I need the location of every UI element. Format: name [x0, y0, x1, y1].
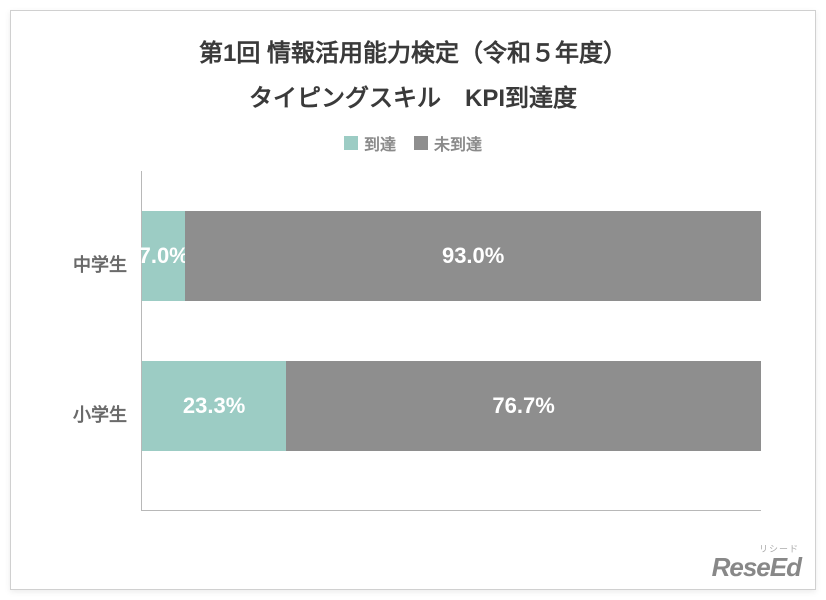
legend-swatch-reached [344, 136, 358, 150]
chart-card: 第1回 情報活用能力検定（令和５年度） タイピングスキル KPI到達度 到達 未… [10, 10, 816, 590]
bar-seg-unreached-1: 76.7% [286, 361, 761, 451]
chart-title-line1: 第1回 情報活用能力検定（令和５年度） [11, 33, 815, 68]
legend-item-unreached: 未到達 [414, 131, 482, 155]
watermark-text: ReseEd [712, 552, 801, 582]
y-axis-label-1: 小学生 [57, 401, 127, 427]
bar-seg-reached-1: 23.3% [142, 361, 286, 451]
legend-item-reached: 到達 [344, 131, 396, 155]
bar-seg-reached-0: 7.0% [142, 211, 185, 301]
legend: 到達 未到達 [11, 131, 815, 155]
bar-seg-unreached-0: 93.0% [185, 211, 761, 301]
plot-area: 7.0% 93.0% 23.3% 76.7% [141, 171, 761, 511]
bar-row-1: 23.3% 76.7% [142, 361, 761, 451]
watermark-logo: ReseEd [712, 552, 801, 583]
chart-title-line2: タイピングスキル KPI到達度 [11, 78, 815, 113]
y-axis-label-0: 中学生 [57, 251, 127, 277]
bar-row-0: 7.0% 93.0% [142, 211, 761, 301]
legend-label-unreached: 未到達 [434, 131, 482, 155]
legend-swatch-unreached [414, 136, 428, 150]
legend-label-reached: 到達 [364, 131, 396, 155]
